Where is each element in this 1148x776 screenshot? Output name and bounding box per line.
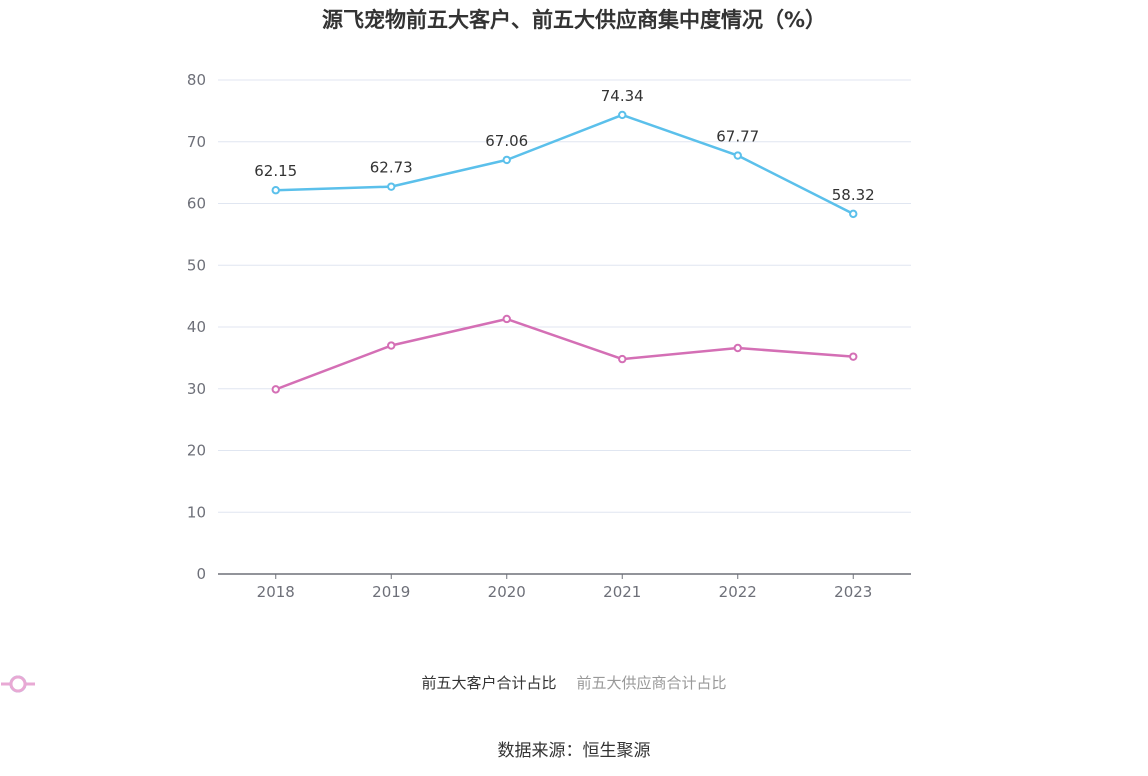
y-tick-label: 0 [196, 565, 206, 583]
line-chart: 0 10 20 30 40 50 60 70 80 2018 2019 2020 2021 2022 202… [187, 71, 911, 601]
y-tick-label: 10 [187, 503, 206, 521]
x-tick-label: 2021 [603, 583, 641, 601]
x-tick-label: 2020 [488, 583, 526, 601]
legend-item-customers[interactable]: 前五大客户合计占比 [1, 672, 557, 693]
data-point [849, 209, 858, 219]
data-label: 62.73 [370, 159, 413, 177]
legend-item-suppliers[interactable]: 前五大供应商合计占比 [1, 672, 727, 693]
data-point [502, 155, 511, 165]
data-point [387, 341, 396, 350]
data-label: 67.77 [716, 128, 759, 146]
data-label: 58.32 [832, 186, 875, 204]
legend: 前五大客户合计占比 前五大供应商合计占比 [0, 672, 1148, 693]
data-label: 67.06 [485, 132, 528, 150]
y-tick-label: 50 [187, 256, 206, 274]
legend-line-icon [1, 675, 35, 693]
series-line-0 [275, 113, 854, 215]
data-point [271, 385, 280, 394]
data-point [271, 186, 280, 195]
x-tick-label: 2023 [834, 583, 872, 601]
data-point [618, 110, 627, 120]
data-point [733, 343, 742, 353]
y-tick-label: 30 [187, 380, 206, 398]
data-point [618, 354, 627, 364]
data-point [733, 151, 742, 160]
y-tick-label: 70 [187, 133, 206, 151]
x-tick-label: 2019 [372, 583, 410, 601]
y-tick-label: 40 [187, 318, 206, 336]
x-tick-label: 2018 [257, 583, 295, 601]
legend-label: 前五大客户合计占比 [421, 674, 557, 692]
y-tick-label: 80 [187, 71, 206, 89]
legend-label: 前五大供应商合计占比 [576, 674, 727, 692]
y-tick-label: 20 [187, 442, 206, 460]
chart-title: 源飞宠物前五大客户、前五大供应商集中度情况（%） [321, 8, 827, 32]
data-point [502, 314, 511, 324]
data-point [849, 352, 858, 361]
data-label: 62.15 [254, 162, 297, 180]
series-line-1 [275, 317, 854, 391]
y-tick-label: 60 [187, 195, 206, 213]
data-source: 数据来源：恒生聚源 [497, 741, 651, 761]
data-label: 74.34 [601, 87, 644, 105]
x-tick-label: 2022 [719, 583, 757, 601]
data-point [387, 182, 396, 191]
